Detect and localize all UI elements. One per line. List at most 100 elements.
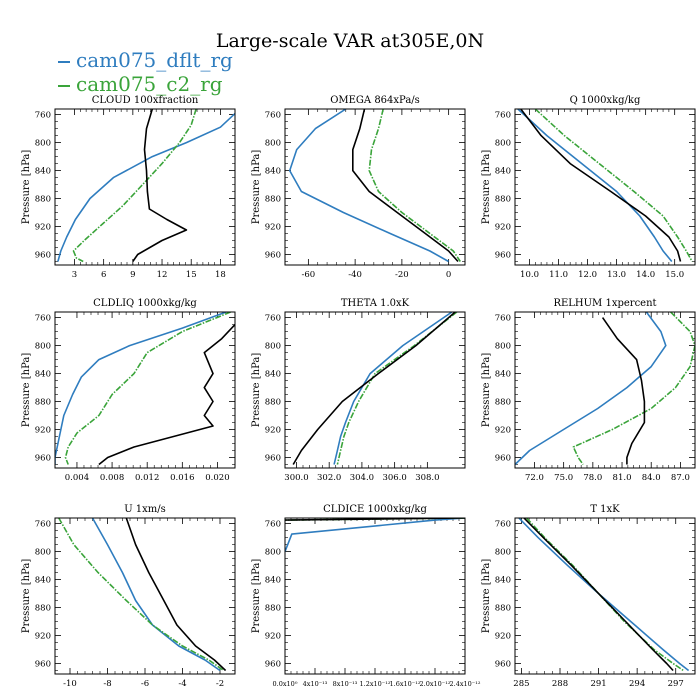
x-tick-label: -60 — [302, 270, 316, 280]
plot-frame — [284, 311, 466, 469]
x-tick-label: 285 — [513, 679, 529, 689]
y-tick-label: 840 — [265, 576, 281, 586]
x-tick-label: 6 — [101, 270, 106, 280]
panel-title: CLDICE 1000xkg/kg — [323, 504, 427, 515]
series-line-black — [601, 317, 646, 465]
figure-title: Large-scale VAR at305E,0N — [215, 30, 485, 52]
y-tick-label: 880 — [495, 398, 511, 408]
panel-3: CLDLIQ 1000xkg/kg Pressure [hPa] 760 800 840… — [21, 298, 236, 483]
y-tick-label: 800 — [495, 548, 511, 558]
panel-5: RELHUM 1xpercent Pressure [hPa] 760 800 840 8… — [481, 298, 696, 483]
panel-title: CLOUD 100xfraction — [92, 95, 199, 106]
x-tick-label: 4x10⁻¹³ — [303, 680, 328, 688]
y-tick-label: 840 — [495, 167, 511, 177]
y-tick-label: 880 — [265, 398, 281, 408]
x-tick-label: 13.0 — [607, 270, 626, 280]
y-tick-label: 920 — [265, 426, 281, 436]
y-tick-label: 960 — [265, 660, 281, 670]
y-tick-label: 800 — [495, 342, 511, 352]
x-tick-label: -6 — [141, 679, 149, 689]
y-axis-label: Pressure [hPa] — [251, 353, 262, 428]
x-tick-label: 2.4x10⁻¹² — [450, 680, 481, 688]
y-tick-label: 920 — [265, 632, 281, 642]
x-tick-label: -8 — [103, 679, 111, 689]
x-tick-label: 10.0 — [520, 270, 539, 280]
x-tick-label: 0.0x10⁰ — [273, 680, 298, 688]
panel-title: RELHUM 1xpercent — [553, 298, 656, 309]
plot-frame — [54, 517, 236, 675]
plot-frame — [514, 311, 696, 469]
y-axis-label: Pressure [hPa] — [481, 353, 492, 428]
y-tick-label: 960 — [35, 251, 51, 261]
x-tick-label: 0.004 — [65, 473, 89, 483]
x-tick-label: 15 — [186, 270, 197, 280]
y-tick-label: 920 — [35, 426, 51, 436]
x-tick-label: 72.0 — [525, 473, 544, 483]
x-tick-label: 78.0 — [583, 473, 602, 483]
x-tick-label: 75.0 — [554, 473, 573, 483]
y-axis-label: Pressure [hPa] — [251, 150, 262, 225]
series-line-black — [132, 109, 188, 262]
y-tick-label: 800 — [35, 139, 51, 149]
y-tick-label: 760 — [265, 314, 281, 324]
x-tick-label: 11.0 — [549, 270, 568, 280]
series-line-dflt — [515, 312, 667, 466]
x-tick-label: 0.012 — [135, 473, 159, 483]
y-tick-label: 960 — [265, 251, 281, 261]
series-line-dflt — [91, 518, 221, 672]
panel-title: CLDLIQ 1000xkg/kg — [93, 298, 197, 309]
panel-1: OMEGA 864xPa/s Pressure [hPa] 760 800 840 880… — [251, 95, 466, 280]
y-tick-label: 880 — [35, 398, 51, 408]
x-tick-label: 294 — [629, 679, 645, 689]
x-tick-label: 0.008 — [100, 473, 124, 483]
y-tick-label: 800 — [265, 548, 281, 558]
x-tick-label: 14.0 — [636, 270, 655, 280]
y-tick-label: 840 — [495, 370, 511, 380]
y-tick-label: 880 — [35, 604, 51, 614]
y-tick-label: 760 — [35, 314, 51, 324]
panel-title: T 1xK — [590, 504, 620, 515]
panel-title: Q 1000xkg/kg — [570, 95, 641, 106]
y-tick-label: 920 — [495, 632, 511, 642]
y-tick-label: 960 — [35, 660, 51, 670]
x-tick-label: -2 — [216, 679, 224, 689]
x-tick-label: 81.0 — [613, 473, 632, 483]
y-tick-label: 880 — [35, 195, 51, 205]
x-tick-label: 306.0 — [382, 473, 406, 483]
y-axis-label: Pressure [hPa] — [481, 559, 492, 634]
y-tick-label: 960 — [35, 454, 51, 464]
x-tick-label: 1.2x10⁻¹² — [360, 680, 391, 688]
y-tick-label: 920 — [495, 223, 511, 233]
y-tick-label: 920 — [35, 223, 51, 233]
legend-item-c2: cam075_c2_rg — [58, 72, 223, 96]
y-tick-label: 800 — [35, 548, 51, 558]
y-tick-label: 760 — [35, 520, 51, 530]
legend-swatch-dflt — [58, 60, 70, 63]
series-line-c2 — [58, 518, 225, 672]
y-tick-label: 960 — [495, 251, 511, 261]
series-line-c2 — [336, 312, 458, 465]
plot-frame — [514, 108, 696, 266]
x-tick-label: 12.0 — [578, 270, 597, 280]
plot-frame — [54, 108, 236, 266]
y-tick-label: 840 — [495, 576, 511, 586]
x-tick-label: 12 — [157, 270, 168, 280]
y-tick-label: 880 — [495, 195, 511, 205]
x-tick-label: 8x10⁻¹³ — [333, 680, 358, 688]
y-tick-label: 960 — [495, 660, 511, 670]
panel-4: THETA 1.0xK Pressure [hPa] 760 800 840 880 920… — [251, 298, 466, 483]
y-tick-label: 760 — [265, 520, 281, 530]
y-axis-label: Pressure [hPa] — [251, 559, 262, 634]
series-line-c2 — [572, 312, 695, 465]
x-tick-label: -40 — [348, 270, 362, 280]
x-tick-label: 87.0 — [671, 473, 690, 483]
x-tick-label: 308.0 — [415, 473, 439, 483]
series-line-c2 — [368, 109, 461, 262]
x-tick-label: 1.6x10⁻¹² — [390, 680, 421, 688]
y-tick-label: 840 — [265, 167, 281, 177]
x-tick-label: 302.0 — [317, 473, 341, 483]
series-line-black — [520, 109, 682, 262]
y-tick-label: 880 — [495, 604, 511, 614]
y-tick-label: 960 — [265, 454, 281, 464]
